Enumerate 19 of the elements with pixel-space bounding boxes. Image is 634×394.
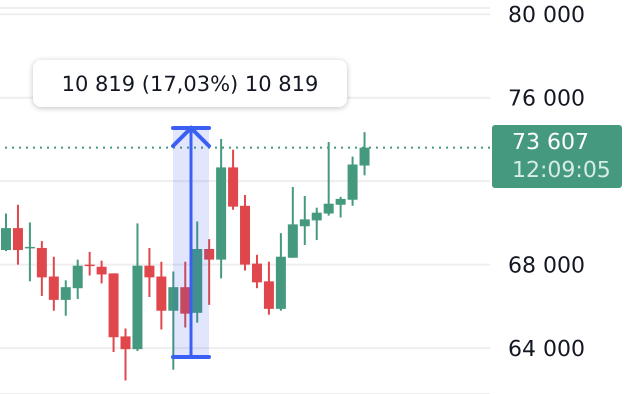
candlestick [120, 327, 131, 382]
y-tick-label: 64 000 [508, 336, 585, 362]
candlestick [168, 270, 178, 371]
y-tick-label: 80 000 [508, 3, 585, 28]
text: 12:09:05 [512, 157, 612, 185]
candlestick [204, 238, 214, 306]
candlestick [84, 250, 95, 276]
y-tick-label: 68 000 [508, 253, 585, 278]
text: 73 607 [512, 129, 590, 157]
candlestick [12, 204, 23, 266]
candlestick [144, 246, 154, 298]
candlestick [1, 212, 11, 252]
candlestick [252, 254, 262, 290]
candlestick [336, 196, 346, 218]
candlestick [24, 221, 35, 282]
annotation: 10 819 (17,03%) 10 819 [33, 60, 347, 107]
y-tick-label: 76 000 [508, 86, 585, 112]
candlestick [96, 260, 107, 284]
candlestick [48, 256, 59, 312]
